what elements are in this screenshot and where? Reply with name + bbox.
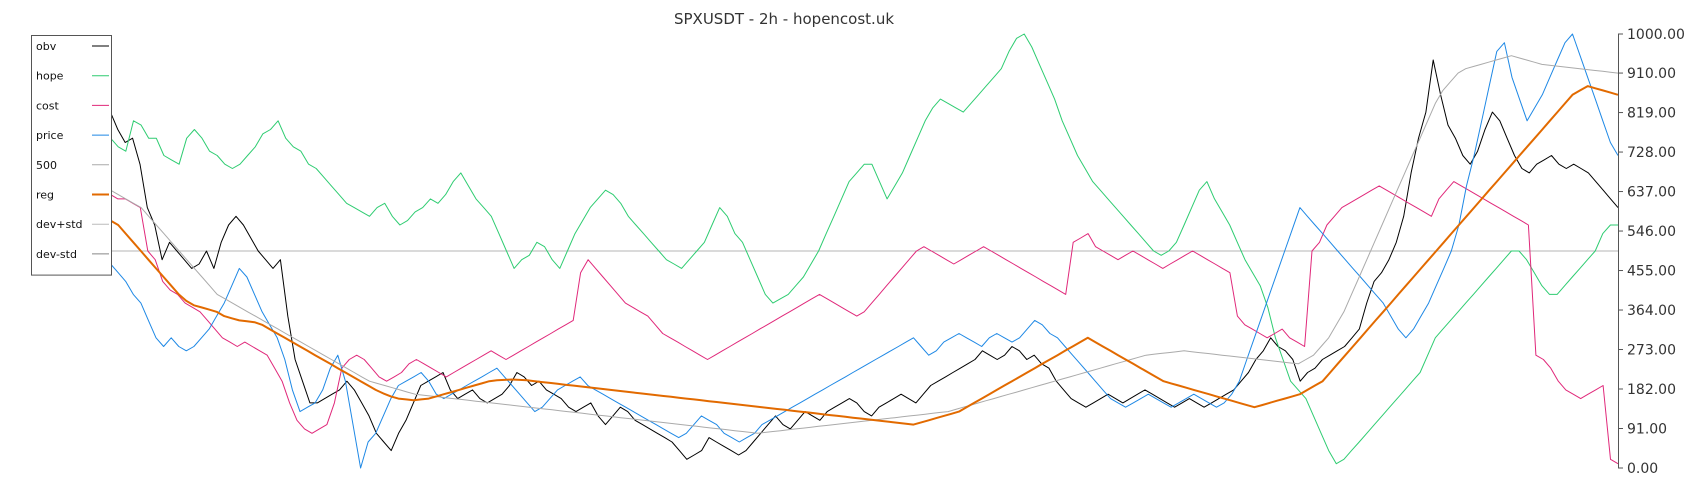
y-tick-label: 637.00	[1627, 185, 1676, 201]
legend-label: hope	[36, 70, 64, 83]
legend-label: obv	[36, 40, 57, 53]
y-tick-label: 182.00	[1627, 382, 1676, 398]
y-tick-label: 455.00	[1627, 264, 1676, 280]
y-tick-label: 546.00	[1627, 224, 1676, 240]
y-tick-label: 1000.00	[1627, 27, 1685, 43]
series-line-reg	[102, 85, 1619, 426]
legend-label: reg	[36, 189, 54, 202]
y-tick-label: 364.00	[1627, 303, 1676, 319]
series-group	[102, 33, 1619, 469]
y-tick-label: 910.00	[1627, 66, 1676, 82]
y-tick-label: 819.00	[1627, 106, 1676, 122]
y-tick-label: 91.00	[1627, 422, 1667, 438]
series-line-cost	[102, 181, 1619, 465]
legend-label: 500	[36, 159, 57, 172]
y-axis: 1000.00 910.00 819.00 728.00 637.00 546.00 455…	[1618, 27, 1685, 477]
legend-label: cost	[36, 99, 60, 112]
legend-label: dev+std	[36, 218, 83, 231]
series-line-price	[102, 33, 1619, 469]
series-line-obv	[102, 59, 1619, 460]
series-line-500	[102, 55, 1619, 434]
chart-title: SPXUSDT - 2h - hopencost.uk	[674, 10, 894, 28]
series-line-hope	[102, 33, 1618, 465]
legend-label: dev-std	[36, 248, 77, 261]
y-tick-label: 0.00	[1627, 461, 1658, 477]
legend-label: price	[36, 129, 64, 142]
y-tick-label: 273.00	[1627, 343, 1676, 359]
y-tick-label: 728.00	[1627, 145, 1676, 161]
legend: obv hope cost price 500 reg dev+std dev-std	[31, 35, 112, 276]
